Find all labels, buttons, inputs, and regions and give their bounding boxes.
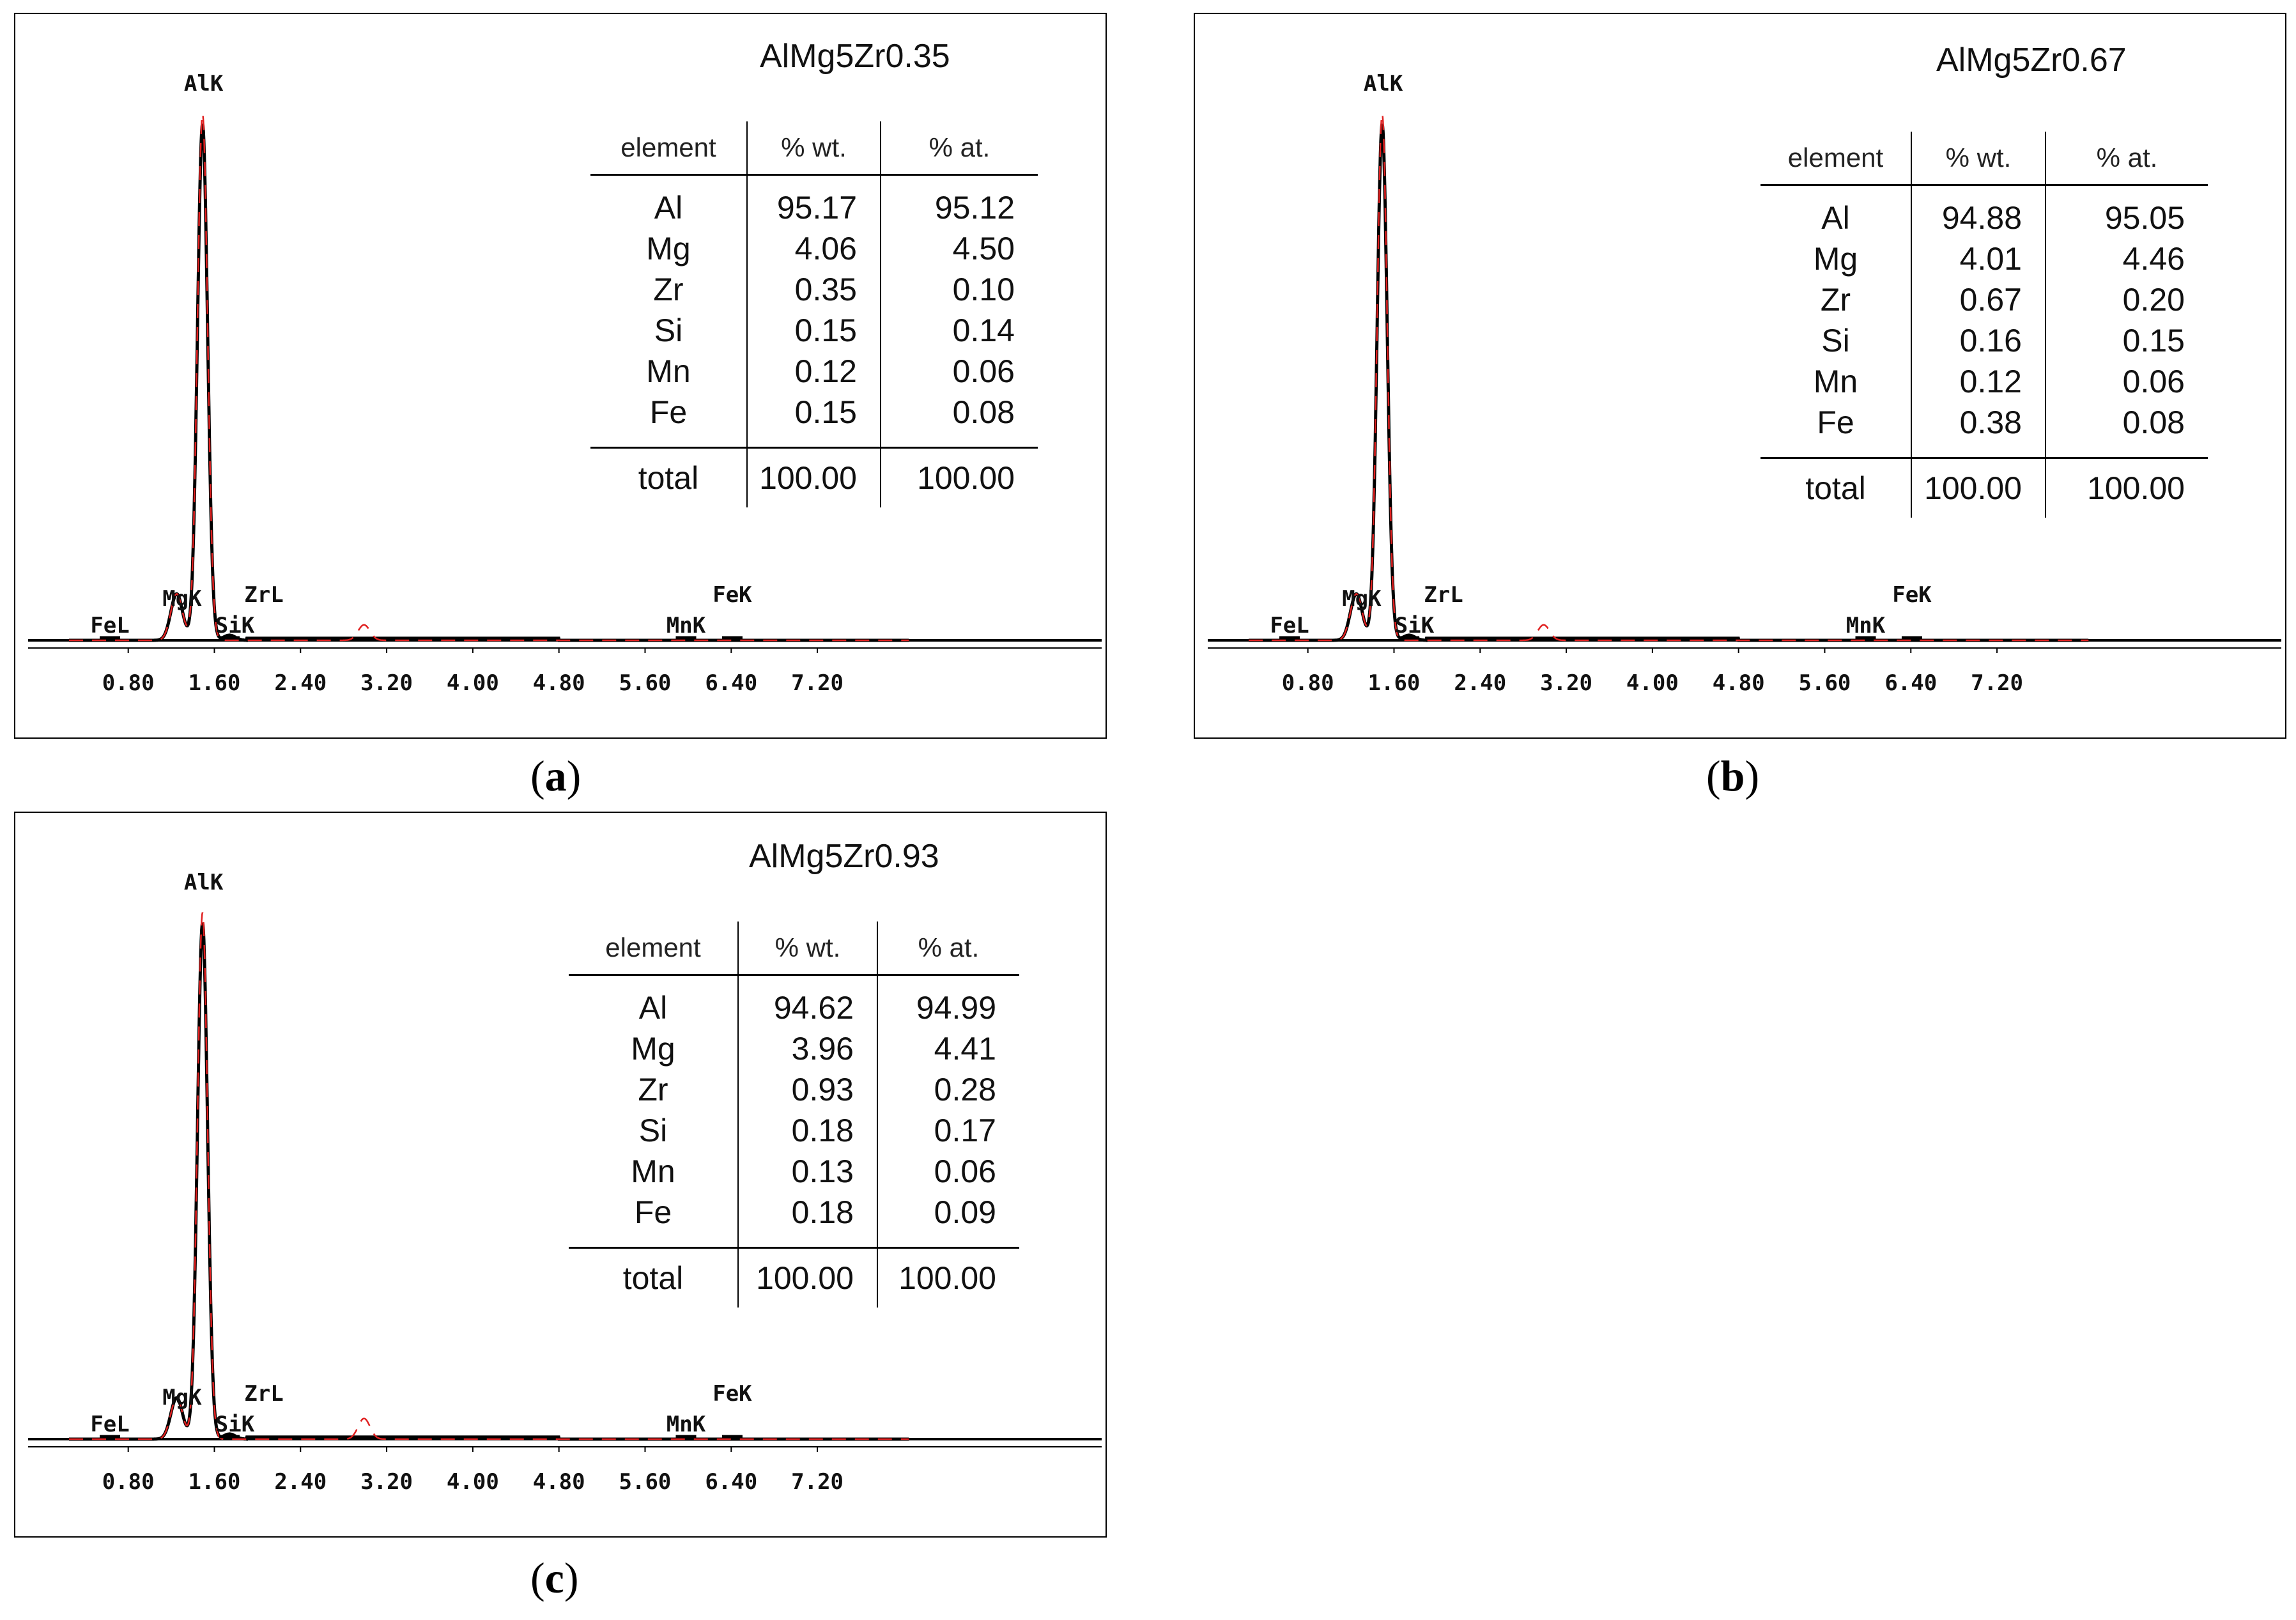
table-row: Mn 0.12 0.06	[1761, 361, 2208, 402]
table-row: Mg 4.06 4.50	[590, 228, 1038, 269]
spectrum-panel-a: 0.80 1.60 2.40 3.20 4.00 4.80 5.60 6.40 7.20 FeL M…	[14, 13, 1107, 739]
chart-title-b: AlMg5Zr0.67	[1936, 42, 2127, 79]
peak-label-zrl: ZrL	[244, 1381, 283, 1407]
table-row: Mg 4.01 4.46	[1761, 238, 2208, 279]
table-header: element	[569, 922, 739, 976]
x-tick-label: 5.60	[619, 670, 672, 696]
table-header: % at.	[2046, 132, 2208, 186]
spectrum-panel-c: 0.80 1.60 2.40 3.20 4.00 4.80 5.60 6.40 7.20 FeL M…	[14, 812, 1107, 1538]
peak-label-mgk: MgK	[162, 1385, 202, 1410]
x-tick-label: 1.60	[189, 1469, 241, 1495]
x-tick-label: 0.80	[1282, 670, 1334, 696]
chart-title-c: AlMg5Zr0.93	[749, 838, 939, 875]
peak-label-mnk: MnK	[666, 1412, 706, 1437]
x-tick-label: 0.80	[102, 1469, 155, 1495]
peak-label-zrl: ZrL	[244, 582, 283, 608]
table-row: Al 95.17 95.12	[590, 187, 1038, 228]
series-fit	[1249, 113, 2089, 642]
peak-label-fel: FeL	[1270, 613, 1309, 638]
peak-label-fel: FeL	[90, 613, 129, 638]
table-row: Fe 0.15 0.08	[590, 392, 1038, 433]
table-row: Fe 0.38 0.08	[1761, 402, 2208, 443]
composition-table-c: element % wt. % at. Al 94.62 94.99 Mg 3.96 4…	[569, 922, 1019, 1308]
peak-label-alk: AlK	[184, 870, 224, 895]
peak-label-sik: SiK	[215, 613, 255, 638]
peak-label-alk: AlK	[184, 71, 224, 96]
x-tick-label: 7.20	[1971, 670, 2023, 696]
x-tick-label: 4.00	[1626, 670, 1679, 696]
peak-label-alk: AlK	[1364, 71, 1403, 96]
table-header: % at.	[881, 121, 1038, 176]
x-tick-label: 2.40	[1454, 670, 1506, 696]
x-tick-label: 2.40	[274, 670, 327, 696]
caption-a: (a)	[530, 752, 582, 800]
x-tick-label: 4.00	[447, 1469, 499, 1495]
caption-c: (c)	[530, 1554, 579, 1602]
x-tick-label: 7.20	[791, 670, 844, 696]
peak-label-mnk: MnK	[666, 613, 706, 638]
table-header: element	[1761, 132, 1912, 186]
table-header: % at.	[877, 922, 1019, 976]
peak-label-mgk: MgK	[162, 586, 202, 612]
peak-label-fek: FeK	[713, 1381, 752, 1407]
table-row: Mn 0.13 0.06	[569, 1151, 1019, 1192]
peak-label-mnk: MnK	[1846, 613, 1886, 638]
peak-label-fek: FeK	[713, 582, 752, 608]
x-tick-label: 1.60	[1368, 670, 1421, 696]
table-row: Si 0.15 0.14	[590, 310, 1038, 351]
series-fit	[69, 912, 909, 1440]
composition-table-a: element % wt. % at. Al 95.17 95.12 Mg 4.06 4…	[590, 121, 1038, 507]
x-tick-label: 4.80	[533, 670, 585, 696]
peak-label-sik: SiK	[215, 1412, 255, 1437]
table-row: Mg 3.96 4.41	[569, 1028, 1019, 1069]
x-tick-label: 3.20	[360, 670, 413, 696]
table-row: Zr 0.67 0.20	[1761, 279, 2208, 320]
x-tick-label: 6.40	[705, 1469, 757, 1495]
table-row: Zr 0.93 0.28	[569, 1069, 1019, 1110]
x-tick-label: 7.20	[791, 1469, 844, 1495]
series-fit	[69, 113, 909, 642]
x-tick-label: 2.40	[274, 1469, 327, 1495]
peak-label-fek: FeK	[1892, 582, 1932, 608]
x-tick-label: 4.00	[447, 670, 499, 696]
table-row: Al 94.62 94.99	[569, 987, 1019, 1028]
chart-title-a: AlMg5Zr0.35	[760, 38, 950, 75]
x-tick-label: 0.80	[102, 670, 155, 696]
table-row: Zr 0.35 0.10	[590, 269, 1038, 310]
table-header: % wt.	[738, 922, 878, 976]
table-header: % wt.	[747, 121, 881, 176]
peak-label-zrl: ZrL	[1424, 582, 1463, 608]
table-total-row: total 100.00 100.00	[569, 1247, 1019, 1308]
spectrum-plot-b: 0.80 1.60 2.40 3.20 4.00 4.80 5.60 6.40 7.20 FeL M…	[1208, 71, 2281, 696]
peak-label-mgk: MgK	[1342, 586, 1382, 612]
spectrum-plot-c: 0.80 1.60 2.40 3.20 4.00 4.80 5.60 6.40 7.20 FeL M…	[28, 870, 1102, 1495]
x-tick-label: 3.20	[1540, 670, 1592, 696]
x-tick-label: 6.40	[1884, 670, 1937, 696]
table-row: Fe 0.18 0.09	[569, 1192, 1019, 1233]
x-tick-label: 1.60	[189, 670, 241, 696]
peak-label-fel: FeL	[90, 1412, 129, 1437]
table-header: % wt.	[1911, 132, 2046, 186]
x-tick-label: 4.80	[1713, 670, 1765, 696]
x-tick-label: 5.60	[1799, 670, 1851, 696]
table-total-row: total 100.00 100.00	[1761, 457, 2208, 518]
table-row: Si 0.18 0.17	[569, 1110, 1019, 1151]
x-tick-label: 5.60	[619, 1469, 672, 1495]
x-tick-label: 4.80	[533, 1469, 585, 1495]
spectrum-panel-b: 0.80 1.60 2.40 3.20 4.00 4.80 5.60 6.40 7.20 FeL M…	[1194, 13, 2286, 739]
composition-table-b: element % wt. % at. Al 94.88 95.05 Mg 4.01 4…	[1761, 132, 2208, 518]
peak-label-sik: SiK	[1395, 613, 1435, 638]
x-tick-label: 6.40	[705, 670, 757, 696]
spectrum-plot-a: 0.80 1.60 2.40 3.20 4.00 4.80 5.60 6.40 7.20 FeL M…	[28, 71, 1102, 696]
table-row: Mn 0.12 0.06	[590, 351, 1038, 392]
table-header: element	[590, 121, 748, 176]
table-total-row: total 100.00 100.00	[590, 447, 1038, 507]
table-row: Si 0.16 0.15	[1761, 320, 2208, 361]
caption-b: (b)	[1706, 752, 1760, 800]
table-row: Al 94.88 95.05	[1761, 197, 2208, 238]
x-tick-label: 3.20	[360, 1469, 413, 1495]
